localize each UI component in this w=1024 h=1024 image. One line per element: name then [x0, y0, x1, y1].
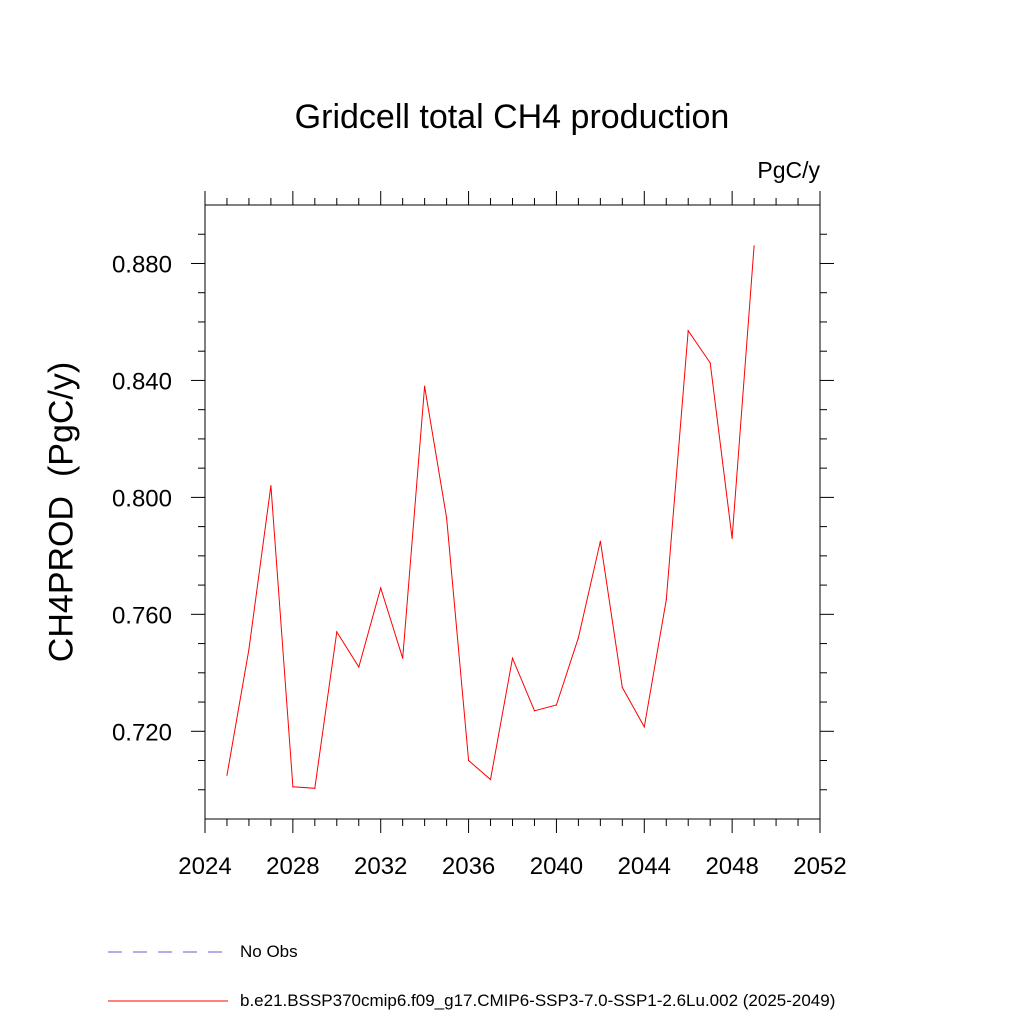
units-label: PgC/y [757, 157, 820, 183]
x-tick-label: 2028 [266, 853, 319, 880]
data-point [687, 330, 689, 332]
x-tick-label: 2040 [530, 853, 583, 880]
axis-tick-labels: 2024 2028 2032 2036 2040 2044 2048 2052 0.720 0.7… [112, 251, 847, 880]
plot-frame [204, 204, 821, 820]
y-tick-label: 0.840 [112, 368, 172, 395]
chart-title: Gridcell total CH4 production [294, 98, 730, 136]
data-point [599, 540, 601, 542]
data-point [511, 657, 514, 659]
data-point [336, 631, 338, 633]
data-point [380, 587, 382, 589]
data-point [665, 599, 667, 601]
data-point [402, 657, 404, 659]
data-point [314, 787, 316, 789]
series-line [226, 245, 755, 789]
data-point [248, 648, 250, 651]
data-point [226, 774, 228, 776]
y-tick-label: 0.760 [112, 602, 172, 629]
data-point [446, 517, 448, 519]
data-point [292, 786, 294, 788]
data-point [270, 485, 272, 487]
data-point [533, 710, 536, 712]
plot-area-border [204, 204, 821, 820]
x-tick-label: 2052 [793, 853, 846, 880]
data-point [424, 385, 426, 387]
x-tick-label: 2024 [178, 853, 231, 880]
x-tick-label: 2044 [618, 853, 671, 880]
data-point [358, 666, 360, 668]
data-point [643, 726, 645, 728]
data-point [709, 362, 711, 364]
axis-ticks [191, 191, 834, 833]
data-point [577, 637, 579, 639]
data-point [489, 778, 492, 781]
x-tick-label: 2032 [354, 853, 407, 880]
data-point [753, 245, 755, 247]
y-tick-label: 0.800 [112, 485, 172, 512]
data-point [555, 704, 558, 706]
series-layer [226, 245, 755, 789]
y-tick-label: 0.880 [112, 251, 172, 278]
data-point [621, 686, 623, 689]
x-tick-label: 2048 [705, 853, 758, 880]
data-point [731, 537, 733, 539]
y-tick-label: 0.720 [112, 719, 172, 746]
data-point [467, 759, 470, 762]
x-tick-label: 2036 [442, 853, 495, 880]
